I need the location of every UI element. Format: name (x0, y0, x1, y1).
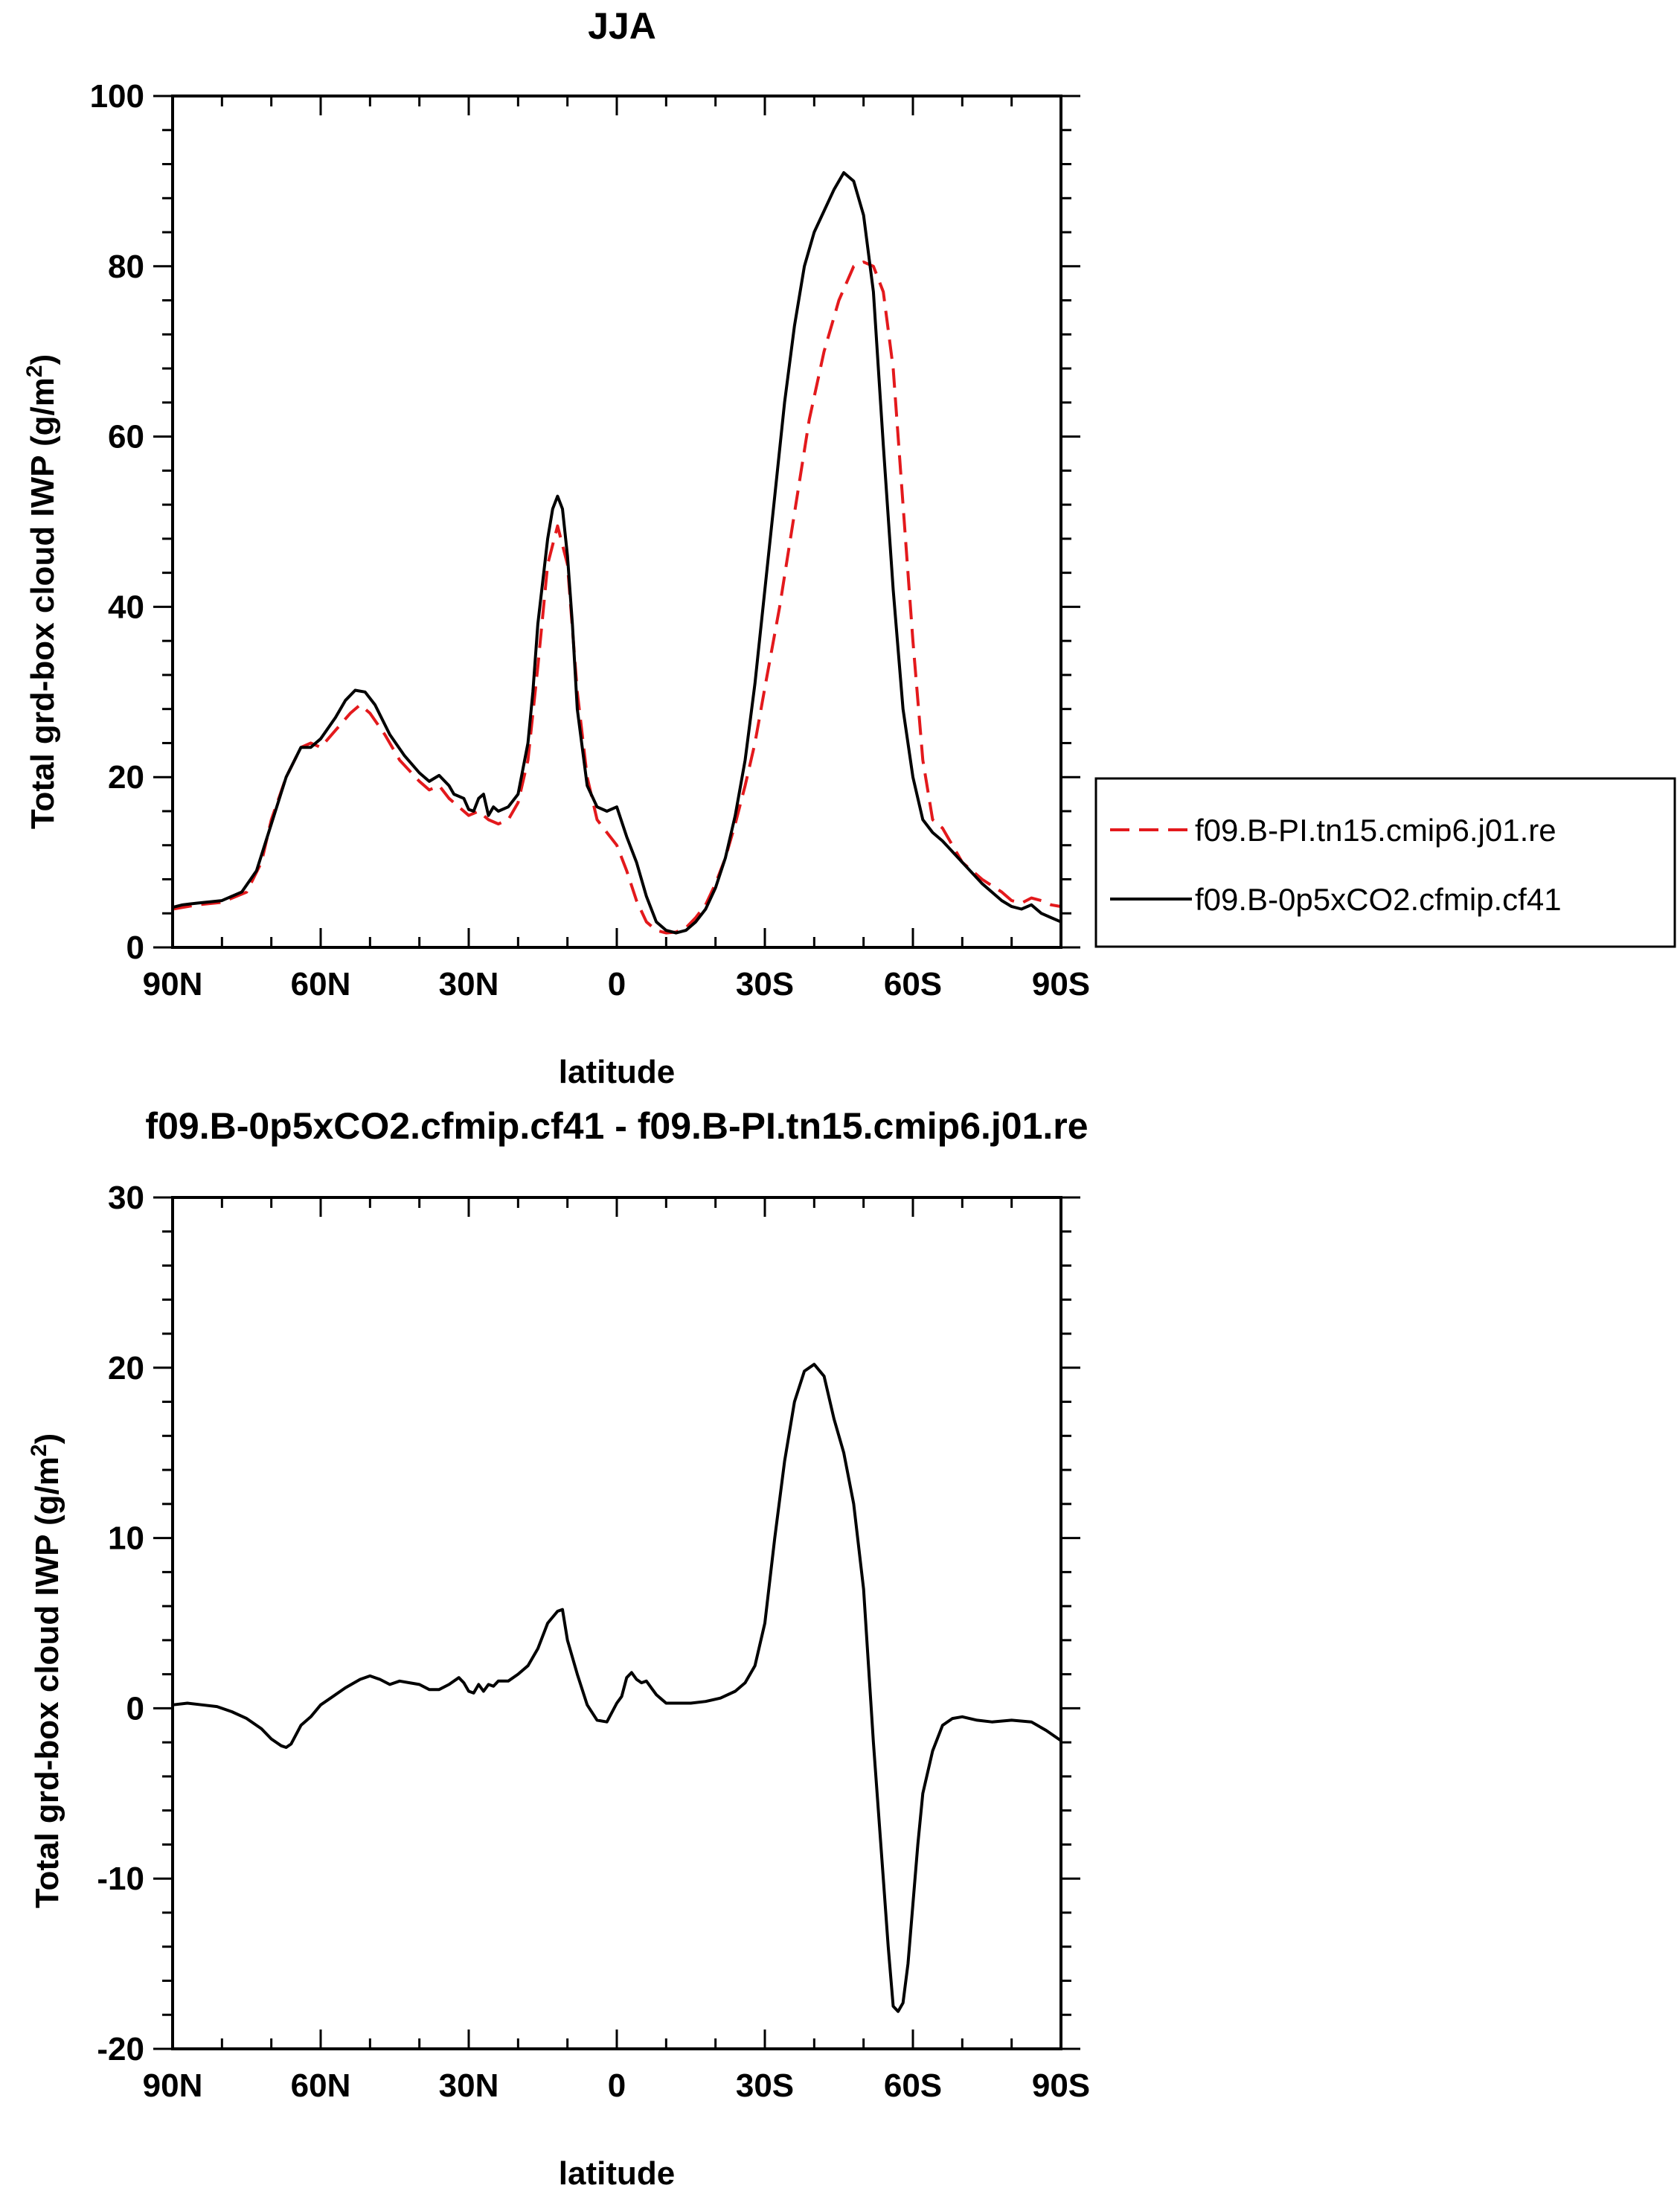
y-axis-label-tail: ) (25, 354, 61, 365)
y-tick-label: 10 (108, 1520, 144, 1557)
series-line-0 (172, 1363, 1062, 2013)
y-tick-label: 20 (108, 1350, 144, 1386)
chart-title: f09.B-0p5xCO2.cfmip.cf41 - f09.B-PI.tn15… (145, 1105, 1088, 1147)
axis-ticks (153, 1196, 1080, 2050)
x-tick-label: 60N (291, 2067, 351, 2104)
y-axis-label-main: Total grd-box cloud IWP (g/m (25, 377, 61, 829)
y-tick-label: 60 (108, 419, 144, 455)
x-tick-label: 30S (736, 966, 794, 1002)
plot-frame (171, 95, 1062, 949)
x-tick-label: 30N (439, 966, 499, 1002)
legend-box (1094, 777, 1676, 948)
y-tick-label: 30 (108, 1180, 144, 1216)
y-tick-label: 20 (108, 759, 144, 796)
legend: f09.B-PI.tn15.cmip6.j01.re f09.B-0p5xCO2… (1094, 777, 1676, 948)
series-line-1 (172, 171, 1062, 935)
y-axis-label-tail: ) (29, 1433, 65, 1445)
legend-label-0p5xco2: f09.B-0p5xCO2.cfmip.cf41 (1195, 882, 1562, 917)
x-tick-label: 0 (608, 966, 626, 1002)
y-tick-label: 0 (126, 1690, 144, 1727)
x-tick-label: 90N (143, 966, 203, 1002)
y-axis-label: Total grd-box cloud IWP (g/m2) (27, 1433, 65, 1908)
y-tick-label: 80 (108, 249, 144, 285)
x-tick-label: 60N (291, 966, 351, 1002)
y-tick-label: 40 (108, 589, 144, 625)
axis-tick-labels: 90N 60N 30N 0 30S 60S 90S -20 -10 0 10 20 30 (97, 1180, 1090, 2104)
x-axis-label: latitude (559, 1054, 675, 1090)
x-tick-label: 30S (736, 2067, 794, 2104)
x-tick-label: 60S (884, 2067, 942, 2104)
plot-frame (171, 1196, 1062, 2050)
y-tick-label: -10 (97, 1861, 144, 1897)
y-tick-label: 100 (90, 78, 144, 115)
axis-tick-labels: 90N 60N 30N 0 30S 60S 90S 0 20 40 60 80 100 (90, 78, 1091, 1002)
y-axis-label-main: Total grd-box cloud IWP (g/m (29, 1456, 65, 1908)
x-tick-label: 60S (884, 966, 942, 1002)
series-line-0 (172, 260, 1062, 935)
y-axis-label-sup: 2 (22, 365, 47, 377)
plot-area (172, 171, 1062, 935)
y-tick-label: -20 (97, 2031, 144, 2067)
x-axis-label: latitude (559, 2155, 675, 2191)
svg-text:Total grd-box cloud IWP (g/m2): Total grd-box cloud IWP (g/m2) (27, 1433, 65, 1908)
x-tick-label: 90S (1032, 2067, 1090, 2104)
x-tick-label: 90S (1032, 966, 1090, 1002)
panel-difference: f09.B-0p5xCO2.cfmip.cf41 - f09.B-PI.tn15… (27, 1105, 1090, 2191)
x-tick-label: 0 (608, 2067, 626, 2104)
svg-text:Total grd-box cloud IWP (g/m2): Total grd-box cloud IWP (g/m2) (22, 354, 61, 829)
legend-label-pi: f09.B-PI.tn15.cmip6.j01.re (1195, 813, 1556, 848)
chart-title: JJA (588, 5, 656, 47)
plot-area (172, 1363, 1062, 2013)
x-tick-label: 30N (439, 2067, 499, 2104)
y-tick-label: 0 (126, 930, 144, 966)
y-axis-label-sup: 2 (27, 1444, 51, 1456)
axis-ticks (153, 95, 1080, 949)
y-axis-label: Total grd-box cloud IWP (g/m2) (22, 354, 61, 829)
panel-jja-iwp: JJA Total grd-box cloud IWP (g/m2) latit… (22, 5, 1676, 1090)
x-tick-label: 90N (143, 2067, 203, 2104)
